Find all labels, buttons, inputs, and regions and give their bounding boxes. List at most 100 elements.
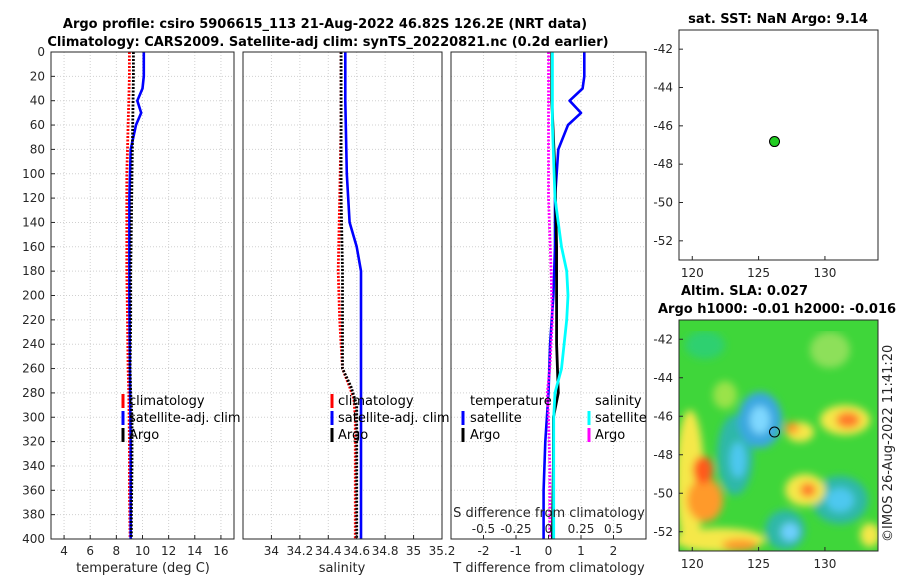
legend-label-s-satellite: satellite <box>595 411 647 426</box>
salinity-panel: 34 34.2 34.4 34.6 34.8 35 35.2 salinity climat… <box>242 51 456 576</box>
y-tick-label: 400 <box>22 532 45 546</box>
salinity-legend: climatology satellite-adj. clim Argo <box>330 394 450 443</box>
y-tick-label: 340 <box>22 459 45 473</box>
map-x-tick-label: 125 <box>747 266 770 280</box>
legend-label-climatology: climatology <box>129 394 205 409</box>
difference-grid <box>451 52 646 539</box>
x-tick-label: 16 <box>213 544 228 558</box>
map-y-tick-label: -46 <box>653 409 673 423</box>
y-tick-label: 260 <box>22 362 45 376</box>
top-x-tick-label: -0.5 <box>472 522 495 536</box>
top-x-tick-label: -0.25 <box>500 522 531 536</box>
temperature-x-ticks: 4 6 8 10 12 14 16 <box>60 535 229 558</box>
temperature-grid <box>51 52 234 539</box>
x-tick-label: 10 <box>135 544 150 558</box>
legend-label-satellite: satellite-adj. clim <box>338 411 450 426</box>
top-x-tick-label: 0 <box>545 522 553 536</box>
temperature-panel: 4 6 8 10 12 14 16 0 20 40 60 80 100 120 140 160 180 200 2… <box>22 45 241 576</box>
x-tick-label: 34.6 <box>343 544 370 558</box>
temperature-series <box>125 52 146 540</box>
difference-panel: -2 -1 0 1 2 -0.5 -0.25 0 0.25 0.5 S difference f… <box>450 51 647 576</box>
map-y-tick-label: -52 <box>653 234 673 248</box>
y-tick-label: 240 <box>22 337 45 351</box>
top-x-tick-label: 0.5 <box>604 522 623 536</box>
map-x-tick-label: 120 <box>681 557 704 571</box>
x-tick-label: 35.2 <box>429 544 456 558</box>
salinity-axes-box <box>242 51 443 540</box>
x-tick-label: 34.8 <box>372 544 399 558</box>
map-x-tick-label: 125 <box>747 557 770 571</box>
y-tick-label: 0 <box>37 45 45 59</box>
sst-map-points <box>769 136 781 148</box>
sla-map-ticks: 120 125 130 -42 -44 -46 -48 -50 -52 <box>653 332 836 571</box>
y-tick-label: 200 <box>22 289 45 303</box>
legend-label-t-satellite: satellite <box>470 411 522 426</box>
difference-xlabel: T difference from climatology <box>452 561 645 576</box>
y-tick-label: 160 <box>22 240 45 254</box>
x-tick-label: 2 <box>610 544 618 558</box>
difference-legend: temperature salinity satellite Argo sate… <box>461 394 647 443</box>
y-tick-label: 20 <box>30 69 45 83</box>
map-x-tick-label: 120 <box>681 266 704 280</box>
x-tick-label: 1 <box>577 544 585 558</box>
sst-map-title: sat. SST: NaN Argo: 9.14 <box>688 12 868 27</box>
y-tick-label: 40 <box>30 94 45 108</box>
figure-title-line1: Argo profile: csiro 5906615_113 21-Aug-2… <box>63 17 587 32</box>
map-y-tick-label: -48 <box>653 157 673 171</box>
y-tick-label: 100 <box>22 167 45 181</box>
x-tick-label: 34.2 <box>286 544 313 558</box>
legend-label-climatology: climatology <box>338 394 414 409</box>
sst-map-panel: sat. SST: NaN Argo: 9.14 120 125 130 -42 -44… <box>653 12 879 280</box>
temperature-y-ticks: 0 20 40 60 80 100 120 140 160 180 200 220 240 260 280 3… <box>22 45 55 546</box>
series-satellite-adj-clim <box>343 52 363 539</box>
map-x-tick-label: 130 <box>813 266 836 280</box>
legend-label-argo: Argo <box>129 428 159 443</box>
top-x-tick-label: 0.25 <box>568 522 595 536</box>
sla-map-panel: Altim. SLA: 0.027 Argo h1000: -0.01 h200… <box>653 284 896 571</box>
y-tick-label: 180 <box>22 264 45 278</box>
x-tick-label: 35 <box>406 544 421 558</box>
y-tick-label: 60 <box>30 118 45 132</box>
map-y-tick-label: -42 <box>653 332 673 346</box>
y-tick-label: 120 <box>22 191 45 205</box>
sla-map-title-line1: Altim. SLA: 0.027 <box>681 284 808 299</box>
x-tick-label: 34 <box>264 544 279 558</box>
y-tick-label: 220 <box>22 313 45 327</box>
map-y-tick-label: -46 <box>653 119 673 133</box>
x-tick-label: 0 <box>545 544 553 558</box>
map-y-tick-label: -50 <box>653 196 673 210</box>
difference-series <box>542 52 586 540</box>
salinity-x-ticks: 34 34.2 34.4 34.6 34.8 35 35.2 <box>264 535 456 558</box>
x-tick-label: 34.4 <box>315 544 342 558</box>
sla-map-points <box>769 426 781 438</box>
legend-label-t-argo: Argo <box>470 428 500 443</box>
series-argo <box>339 52 359 539</box>
sst-map-ticks: 120 125 130 -42 -44 -46 -48 -50 -52 <box>653 42 836 280</box>
series-s-satellite <box>551 52 570 539</box>
x-tick-label: 4 <box>60 544 68 558</box>
map-y-tick-label: -42 <box>653 42 673 56</box>
temperature-legend: climatology satellite-adj. clim Argo <box>121 394 241 443</box>
figure-title-line2: Climatology: CARS2009. Satellite-adj cli… <box>47 35 608 50</box>
legend-title-salinity: salinity <box>595 394 642 409</box>
y-tick-label: 320 <box>22 435 45 449</box>
series-s-argo <box>545 52 554 539</box>
legend-label-satellite: satellite-adj. clim <box>129 411 241 426</box>
map-y-tick-label: -44 <box>653 81 673 95</box>
y-tick-label: 300 <box>22 410 45 424</box>
x-tick-label: 6 <box>86 544 94 558</box>
sla-map-title-line2: Argo h1000: -0.01 h2000: -0.016 <box>658 302 896 317</box>
map-y-tick-label: -44 <box>653 371 673 385</box>
difference-top-xlabel: S difference from climatology <box>453 506 645 521</box>
series-argo <box>128 52 135 539</box>
map-y-tick-label: -50 <box>653 486 673 500</box>
salinity-xlabel: salinity <box>319 561 366 576</box>
x-tick-label: -2 <box>478 544 490 558</box>
map-x-tick-label: 130 <box>813 557 836 571</box>
argo-location-marker <box>769 426 781 438</box>
argo-location-marker <box>769 136 781 148</box>
temperature-xlabel: temperature (deg C) <box>76 561 210 576</box>
x-tick-label: -1 <box>510 544 522 558</box>
x-tick-label: 14 <box>187 544 202 558</box>
